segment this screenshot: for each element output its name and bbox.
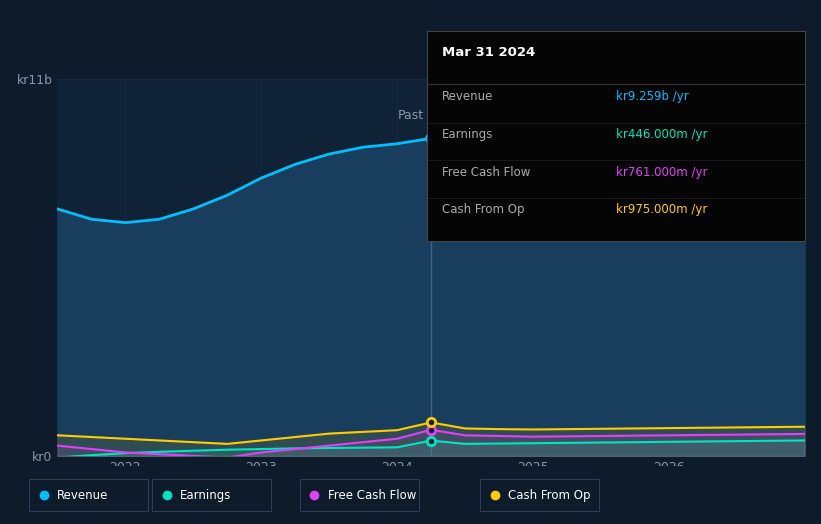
Text: Free Cash Flow: Free Cash Flow	[442, 166, 530, 179]
Text: kr446.000m /yr: kr446.000m /yr	[616, 128, 707, 141]
FancyBboxPatch shape	[480, 479, 599, 511]
Text: Earnings: Earnings	[180, 489, 232, 501]
Text: kr9.259b /yr: kr9.259b /yr	[616, 90, 689, 103]
Text: Mar 31 2024: Mar 31 2024	[442, 46, 535, 59]
Text: Earnings: Earnings	[442, 128, 493, 141]
Text: Past: Past	[398, 109, 424, 122]
Text: Free Cash Flow: Free Cash Flow	[328, 489, 416, 501]
Text: Cash From Op: Cash From Op	[442, 203, 525, 216]
FancyBboxPatch shape	[300, 479, 419, 511]
FancyBboxPatch shape	[29, 479, 148, 511]
Text: kr761.000m /yr: kr761.000m /yr	[616, 166, 707, 179]
Text: kr975.000m /yr: kr975.000m /yr	[616, 203, 707, 216]
Text: Analysts Forecasts: Analysts Forecasts	[438, 109, 554, 122]
FancyBboxPatch shape	[152, 479, 271, 511]
Text: Cash From Op: Cash From Op	[508, 489, 590, 501]
Text: Revenue: Revenue	[57, 489, 108, 501]
Text: Revenue: Revenue	[442, 90, 493, 103]
